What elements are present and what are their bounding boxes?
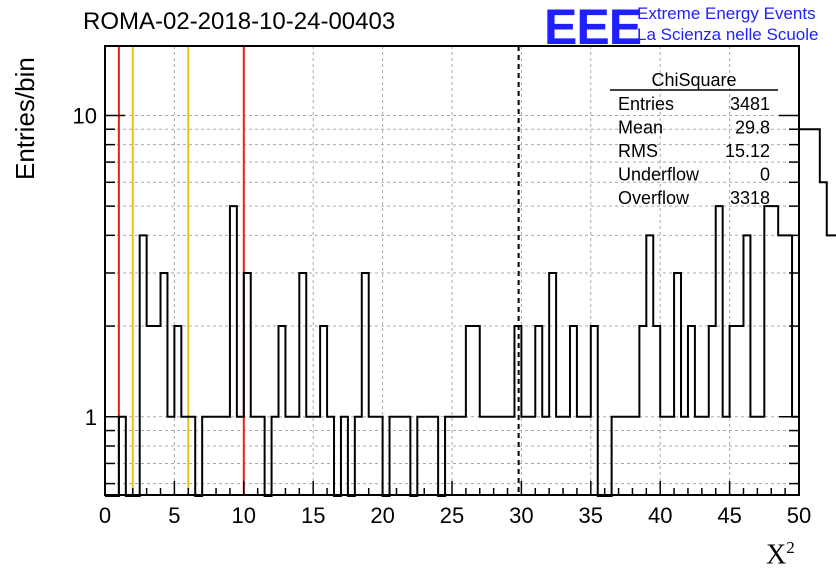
logo-line-2: La Scienza nelle Scuole: [637, 25, 819, 44]
marker-lines: [117, 46, 520, 495]
x-tick-label: 45: [717, 503, 741, 528]
stats-label: RMS: [618, 141, 658, 161]
stats-box: ChiSquare Entries 3481 Mean 29.8 RMS 15.12 Unde…: [610, 70, 778, 208]
stats-value: 29.8: [735, 118, 770, 138]
x-axis-label-sup: 2: [786, 538, 795, 557]
x-tick-label: 0: [99, 503, 111, 528]
chart-title: ROMA-02-2018-10-24-00403: [83, 8, 396, 35]
y-tick-label: 10: [73, 103, 97, 128]
x-tick-label: 35: [579, 503, 603, 528]
y-tick-label: 1: [85, 405, 97, 430]
stats-label: Overflow: [618, 188, 690, 208]
x-tick-label: 5: [168, 503, 180, 528]
x-tick-label: 50: [787, 503, 811, 528]
stats-label: Underflow: [618, 165, 700, 185]
histogram-outline: [105, 128, 836, 497]
logo-line-1: Extreme Energy Events: [637, 4, 816, 23]
stats-label: Entries: [618, 94, 674, 114]
stats-value: 3318: [730, 188, 770, 208]
grid-lines: [105, 46, 799, 495]
axis-ticks: 0 5 10 15 20 25 30 35 40 45 50 1 10: [73, 103, 812, 528]
stats-value: 0: [760, 165, 770, 185]
stats-title: ChiSquare: [651, 70, 736, 90]
x-tick-label: 20: [370, 503, 394, 528]
stats-value: 3481: [730, 94, 770, 114]
x-tick-label: 10: [232, 503, 256, 528]
stats-value: 15.12: [725, 141, 770, 161]
x-tick-label: 25: [440, 503, 464, 528]
x-tick-label: 30: [509, 503, 533, 528]
x-axis-label-text: X: [766, 539, 787, 571]
stats-label: Mean: [618, 118, 663, 138]
x-tick-label: 40: [648, 503, 672, 528]
x-axis-label: X2: [766, 538, 795, 571]
x-tick-label: 15: [301, 503, 325, 528]
